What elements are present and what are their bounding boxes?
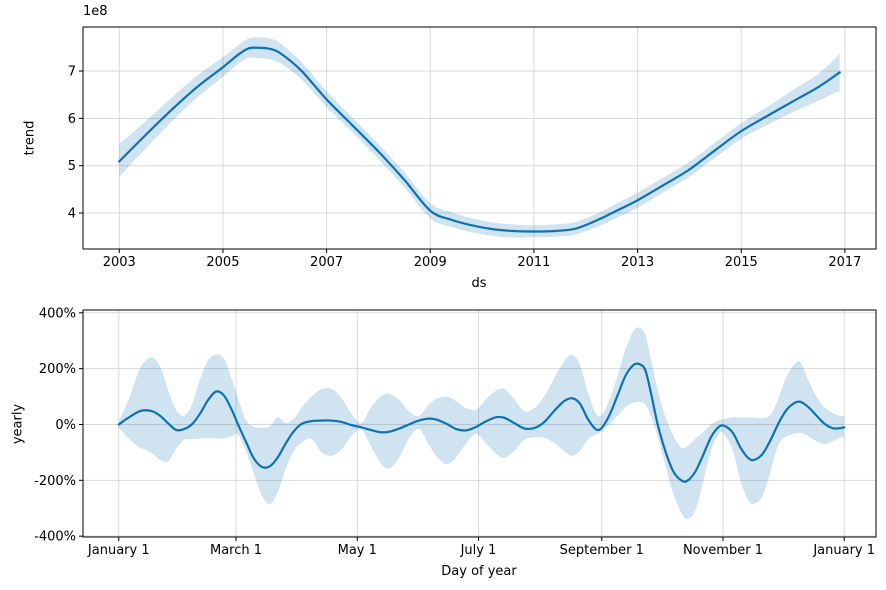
y-tick-label: 7 <box>68 65 76 80</box>
x-tick-label: January 1 <box>87 543 150 558</box>
y-tick-label: 200% <box>39 362 76 377</box>
grid-lines <box>83 27 876 249</box>
x-tick-label: 2007 <box>310 255 343 270</box>
y-tick-label: -400% <box>34 530 76 545</box>
x-tick-label: November 1 <box>683 543 763 558</box>
x-tick-label: January 1 <box>812 543 875 558</box>
yearly-ylabel: yearly <box>10 403 26 445</box>
x-tick-label: 2005 <box>206 255 239 270</box>
y-tick-label: 4 <box>68 207 76 222</box>
trend-ylabel: trend <box>22 120 38 156</box>
x-tick-label: September 1 <box>560 543 644 558</box>
trend-xlabel: ds <box>471 276 487 291</box>
yearly-line <box>117 362 846 483</box>
grid-lines <box>83 310 876 537</box>
axes-spines <box>82 309 877 538</box>
x-tick-label: 2017 <box>828 255 861 270</box>
x-tick-label: May 1 <box>338 543 377 558</box>
tick-labels: January 1 March 1 May 1 July 1 September 1 No… <box>34 306 875 558</box>
x-tick-label: 2009 <box>414 255 447 270</box>
y-tick-label: 0% <box>55 418 76 433</box>
x-tick-label: 2003 <box>103 255 136 270</box>
y-tick-label: 400% <box>39 306 76 321</box>
yearly-xlabel: Day of year <box>441 564 517 579</box>
x-tick-label: 2015 <box>725 255 758 270</box>
tick-marks <box>79 312 845 541</box>
x-tick-label: 2013 <box>621 255 654 270</box>
x-tick-label: 2011 <box>517 255 550 270</box>
trend-axis-offset-label: 1e8 <box>83 4 108 19</box>
y-tick-label: 5 <box>68 159 76 174</box>
tick-marks <box>79 70 846 253</box>
trend-line <box>118 46 841 233</box>
x-tick-label: March 1 <box>210 543 262 558</box>
x-tick-label: July 1 <box>460 543 497 558</box>
axes-spines <box>82 26 877 250</box>
y-tick-label: 6 <box>68 112 76 127</box>
y-tick-label: -200% <box>34 474 76 489</box>
tick-labels: 2003 2005 2007 2009 2011 2013 2015 2017 4 5 6 7 <box>68 65 862 270</box>
